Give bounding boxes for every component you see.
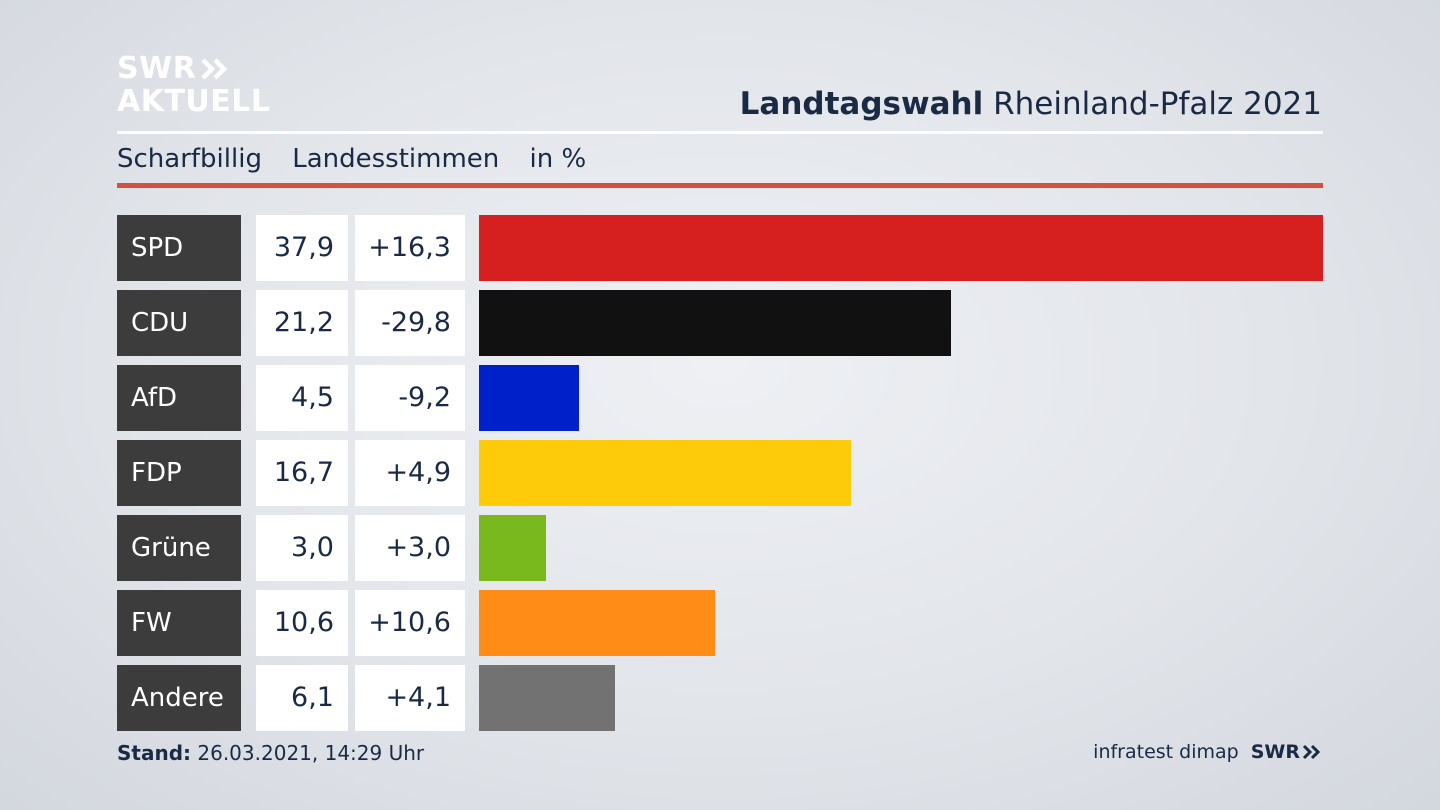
- value-label: 16,7: [256, 440, 348, 506]
- diff-label: +4,9: [355, 440, 465, 506]
- double-chevron-icon: [201, 58, 228, 80]
- bar-row: Grüne 3,0 +3,0: [117, 515, 1323, 581]
- timestamp: Stand: 26.03.2021, 14:29 Uhr: [117, 741, 424, 765]
- bar: [479, 515, 546, 581]
- party-label: FW: [117, 590, 241, 656]
- bar: [479, 365, 579, 431]
- bar: [479, 440, 851, 506]
- header-divider: [117, 131, 1323, 134]
- subtitle: Scharfbillig Landesstimmen in %: [117, 144, 608, 174]
- subtitle-place: Scharfbillig: [117, 144, 262, 174]
- source-label: infratest dimap: [1093, 741, 1239, 763]
- footer-swr-logo: SWR: [1251, 741, 1322, 763]
- bar-row: AfD 4,5 -9,2: [117, 365, 1323, 431]
- bar-row: Andere 6,1 +4,1: [117, 665, 1323, 731]
- party-label: Grüne: [117, 515, 241, 581]
- diff-label: +4,1: [355, 665, 465, 731]
- value-label: 3,0: [256, 515, 348, 581]
- diff-label: +10,6: [355, 590, 465, 656]
- diff-label: +3,0: [355, 515, 465, 581]
- bar-row: FW 10,6 +10,6: [117, 590, 1323, 656]
- bar-row: CDU 21,2 -29,8: [117, 290, 1323, 356]
- bar: [479, 290, 951, 356]
- party-label: CDU: [117, 290, 241, 356]
- swr-aktuell-logo: SWR AKTUELL: [117, 54, 271, 117]
- title-rest: Rheinland-Pfalz 2021: [993, 86, 1322, 122]
- value-label: 10,6: [256, 590, 348, 656]
- party-label: Andere: [117, 665, 241, 731]
- bar: [479, 590, 715, 656]
- subtitle-unit: in %: [529, 144, 587, 174]
- value-label: 6,1: [256, 665, 348, 731]
- logo-line2: AKTUELL: [117, 84, 271, 119]
- diff-label: -9,2: [355, 365, 465, 431]
- page-title: Landtagswahl Rheinland-Pfalz 2021: [740, 86, 1322, 122]
- logo-line1: SWR: [117, 51, 197, 86]
- footer-chevron-icon: [1302, 744, 1321, 760]
- bar: [479, 215, 1323, 281]
- stand-label: Stand:: [117, 741, 192, 765]
- party-label: SPD: [117, 215, 241, 281]
- value-label: 37,9: [256, 215, 348, 281]
- party-label: FDP: [117, 440, 241, 506]
- bar-row: SPD 37,9 +16,3: [117, 215, 1323, 281]
- party-label: AfD: [117, 365, 241, 431]
- subtitle-type: Landesstimmen: [292, 144, 500, 174]
- stand-value: 26.03.2021, 14:29 Uhr: [197, 741, 425, 765]
- title-bold: Landtagswahl: [739, 86, 984, 122]
- value-label: 21,2: [256, 290, 348, 356]
- source-credit: infratest dimap SWR: [1093, 741, 1322, 763]
- bar-row: FDP 16,7 +4,9: [117, 440, 1323, 506]
- bar: [479, 665, 615, 731]
- accent-divider: [117, 183, 1323, 188]
- diff-label: -29,8: [355, 290, 465, 356]
- value-label: 4,5: [256, 365, 348, 431]
- diff-label: +16,3: [355, 215, 465, 281]
- footer-brand: SWR: [1250, 741, 1300, 763]
